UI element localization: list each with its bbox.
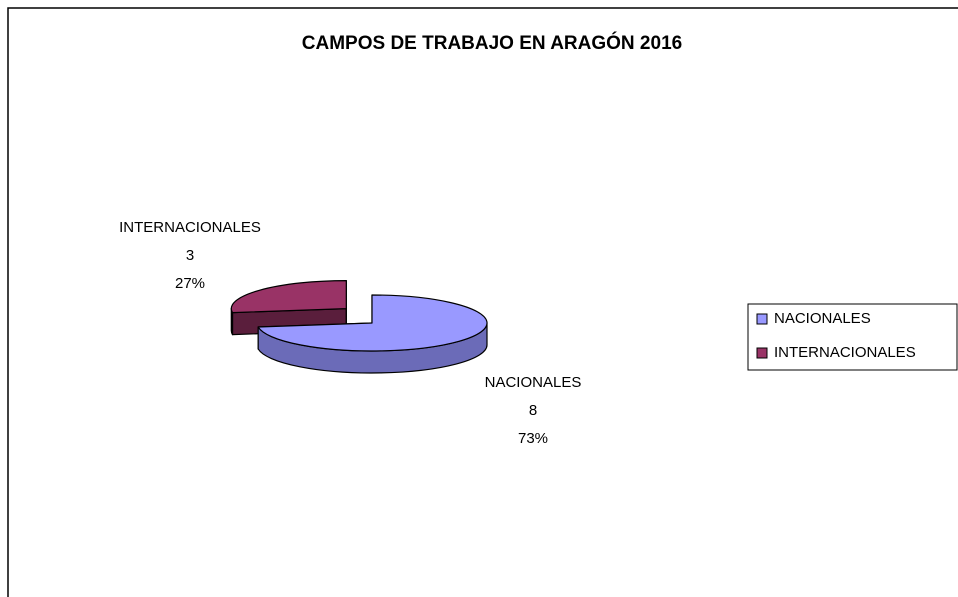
legend-label: INTERNACIONALES <box>774 344 916 361</box>
pie-slice <box>257 294 488 352</box>
legend-box <box>747 303 958 371</box>
data-label-value: 3 <box>186 247 194 264</box>
data-label-value: 8 <box>529 402 537 419</box>
legend-swatch <box>756 313 768 325</box>
chart-frame <box>7 7 958 597</box>
data-label-category: NACIONALES <box>485 374 582 391</box>
chart-title: CAMPOS DE TRABAJO EN ARAGÓN 2016 <box>302 32 682 54</box>
data-label-category: INTERNACIONALES <box>119 219 261 236</box>
data-label-percent: 73% <box>518 430 548 447</box>
pie-slice <box>230 280 347 314</box>
legend-label: NACIONALES <box>774 310 871 327</box>
legend-swatch <box>756 347 768 359</box>
data-label-percent: 27% <box>175 275 205 292</box>
